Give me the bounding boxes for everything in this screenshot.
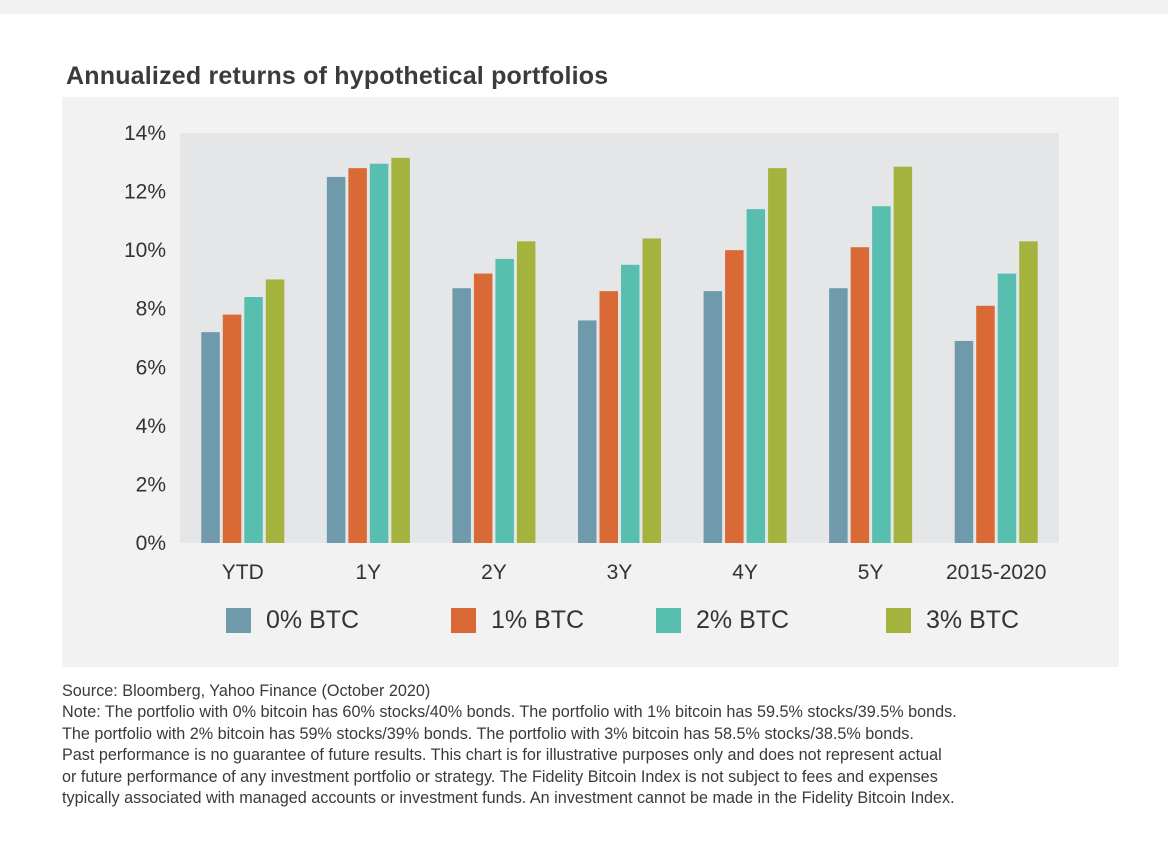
note-line: or future performance of any investment …	[62, 767, 938, 786]
y-tick-label: 6%	[136, 356, 166, 379]
bar	[997, 273, 1017, 543]
source-line: Source: Bloomberg, Yahoo Finance (Octobe…	[62, 682, 431, 700]
bar	[348, 168, 367, 543]
x-tick-label: 2015-2020	[946, 561, 1046, 584]
bar	[473, 273, 493, 543]
legend-label: 2% BTC	[696, 606, 789, 634]
bar-chart: 0% 2% 4% 6% 8% 10% 12% 14% YTD 1Y 2Y 3Y 4Y 5Y 2015-202…	[124, 122, 1059, 634]
bar	[578, 320, 597, 543]
bar	[746, 209, 766, 543]
bar	[265, 279, 285, 543]
legend-swatch	[656, 608, 681, 633]
footnotes: Source: Bloomberg, Yahoo Finance (Octobe…	[62, 681, 1142, 809]
bar	[1019, 241, 1038, 543]
x-tick-label: 2Y	[481, 561, 507, 584]
bar	[976, 305, 995, 543]
bar	[495, 258, 514, 543]
top-bar	[0, 0, 1168, 14]
y-tick-label: 8%	[136, 298, 166, 321]
x-tick-label: 4Y	[732, 561, 758, 584]
bar	[850, 247, 870, 543]
x-tick-label: 5Y	[858, 561, 884, 584]
bar	[369, 163, 389, 543]
legend-label: 3% BTC	[926, 606, 1019, 634]
bar	[391, 157, 410, 543]
chart-card: 0% 2% 4% 6% 8% 10% 12% 14% YTD 1Y 2Y 3Y 4Y 5Y 2015-202…	[62, 97, 1119, 667]
bar	[829, 288, 848, 543]
x-tick-label: 1Y	[356, 561, 382, 584]
bar	[768, 168, 787, 543]
y-tick-label: 14%	[124, 122, 166, 145]
bar	[703, 291, 723, 543]
x-tick-label: 3Y	[607, 561, 633, 584]
bar	[642, 238, 661, 543]
bar	[516, 241, 536, 543]
bar	[244, 297, 263, 543]
legend-swatch	[451, 608, 476, 633]
bar	[599, 291, 618, 543]
bar	[725, 250, 744, 543]
note-line: typically associated with managed accoun…	[62, 789, 955, 808]
bar	[621, 264, 640, 543]
bar	[954, 340, 974, 543]
bar	[452, 288, 471, 543]
legend-swatch	[226, 608, 251, 633]
legend-swatch	[886, 608, 911, 633]
chart-title: Annualized returns of hypothetical portf…	[66, 62, 609, 90]
note-line: The portfolio with 2% bitcoin has 59% st…	[62, 724, 914, 743]
bar	[872, 206, 891, 543]
bar	[326, 176, 346, 543]
y-tick-label: 10%	[124, 239, 166, 262]
legend-label: 0% BTC	[266, 606, 359, 634]
y-tick-label: 12%	[124, 181, 166, 204]
bar	[222, 314, 242, 543]
y-tick-label: 4%	[136, 415, 166, 438]
x-tick-label: YTD	[222, 561, 264, 584]
y-tick-label: 0%	[136, 532, 166, 555]
plot-area	[180, 133, 1059, 543]
bar	[201, 332, 220, 543]
note-line: Past performance is no guarantee of futu…	[62, 746, 942, 765]
legend-label: 1% BTC	[491, 606, 584, 634]
note-line: Note: The portfolio with 0% bitcoin has …	[62, 703, 957, 722]
y-tick-label: 2%	[136, 473, 166, 496]
bar	[893, 166, 913, 543]
